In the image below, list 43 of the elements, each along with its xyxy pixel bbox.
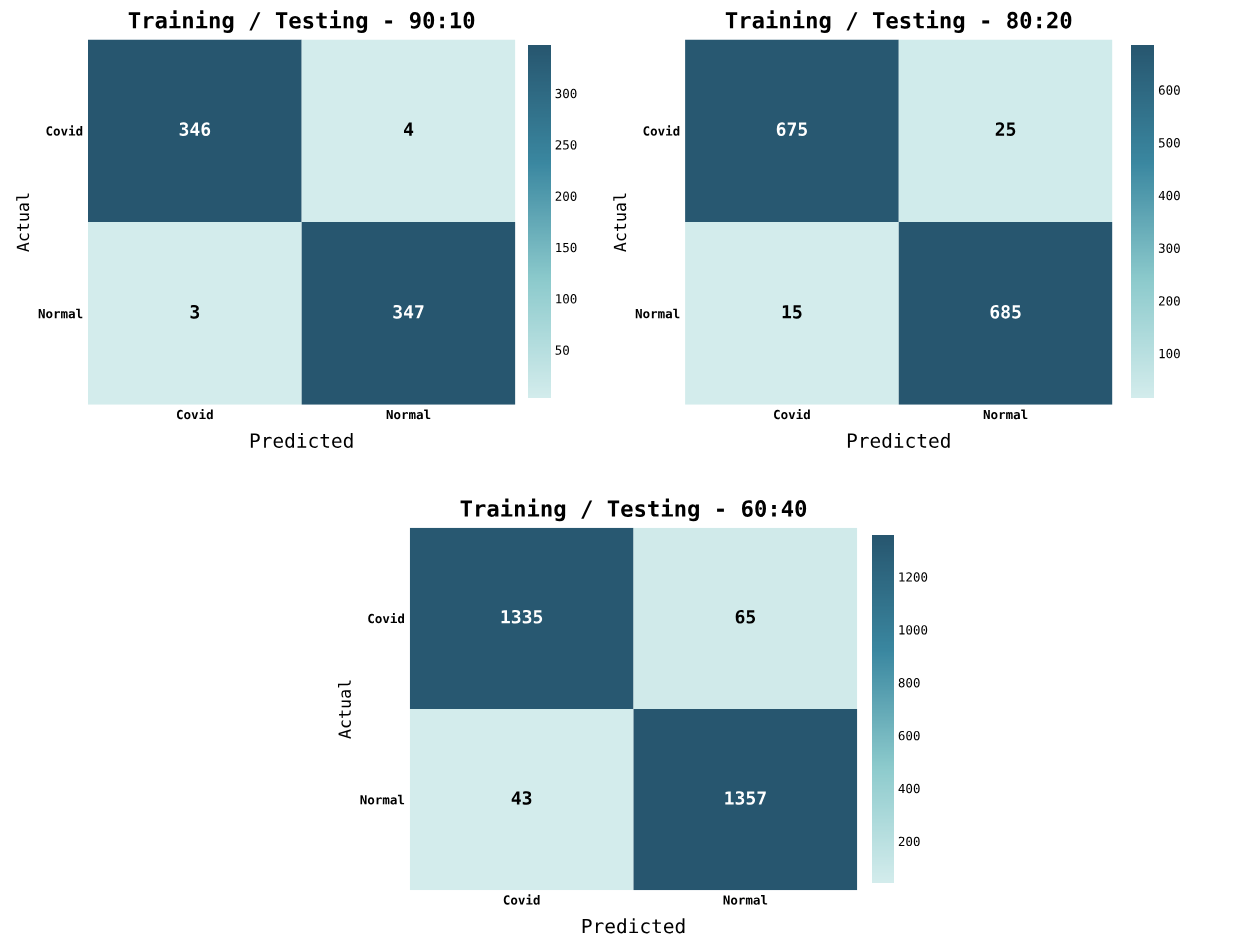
y-axis-title: Actual — [337, 680, 351, 739]
color-bar-label: 300 — [555, 88, 577, 99]
data-label: 347 — [393, 304, 424, 319]
x-axis-title: Predicted — [250, 432, 353, 448]
color-bar-label: 800 — [898, 678, 920, 688]
data-label: 685 — [990, 304, 1021, 319]
color-bar-label: 1000 — [899, 625, 928, 635]
x-axis-title: Predicted — [582, 918, 685, 934]
data-label: 675 — [776, 122, 807, 137]
color-bar-label: 200 — [898, 836, 920, 847]
color-bar-label: 100 — [1159, 348, 1180, 359]
x-tick-label: Normal — [983, 409, 1028, 420]
x-tick-label: Normal — [386, 409, 431, 420]
data-label: 15 — [782, 305, 802, 319]
color-bar-label: 250 — [555, 140, 577, 150]
chart-title: Training / Testing - 90:10 — [128, 10, 475, 33]
data-label: 3 — [190, 304, 200, 319]
chart-title: Training / Testing - 80:20 — [725, 10, 1072, 33]
color-bar-label: 300 — [1158, 243, 1180, 253]
y-axis-title: Actual — [16, 193, 30, 252]
data-label: 25 — [995, 122, 1016, 136]
color-bar-label: 600 — [898, 730, 920, 741]
data-label: 1335 — [501, 609, 543, 624]
x-tick-label: Covid — [176, 408, 213, 420]
color-bar-label: 100 — [556, 294, 577, 304]
data-label: 43 — [511, 791, 532, 805]
color-bar-label: 150 — [556, 242, 577, 253]
data-label: 4 — [403, 122, 414, 136]
data-label: 65 — [735, 609, 756, 624]
data-label: 1357 — [725, 791, 766, 805]
data-label: 346 — [179, 122, 211, 137]
color-bar-label: 500 — [1158, 138, 1180, 148]
color-bar-label: 400 — [898, 783, 920, 794]
y-axis-title: Actual — [613, 193, 627, 252]
color-bar-label: 50 — [555, 345, 569, 355]
x-axis-title: Predicted — [847, 432, 950, 448]
color-bar-label: 200 — [1159, 296, 1180, 306]
x-tick-label: Covid — [774, 408, 810, 420]
color-bar-label: 200 — [555, 191, 577, 201]
color-bar-label: 400 — [1158, 190, 1180, 201]
color-bar-label: 1200 — [899, 572, 928, 582]
chart-title: Training / Testing - 60:40 — [460, 498, 807, 522]
color-bar-label: 600 — [1158, 85, 1180, 95]
